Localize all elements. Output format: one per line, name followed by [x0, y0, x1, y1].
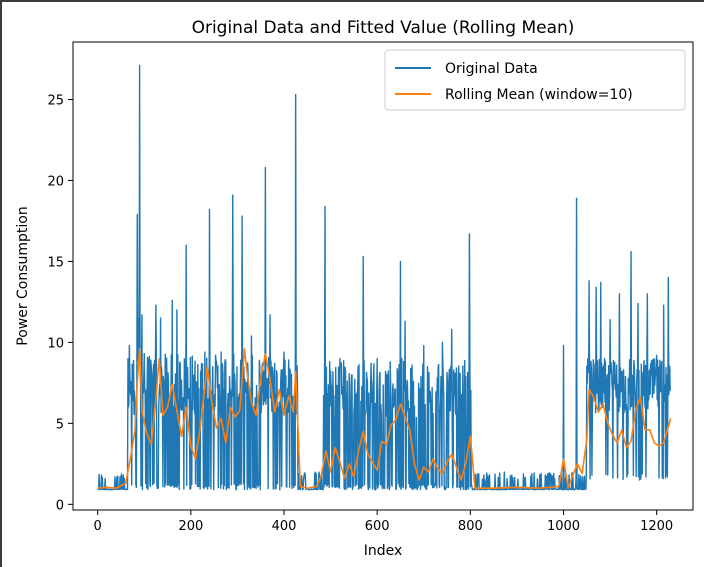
legend-label-original: Original Data: [445, 61, 538, 77]
x-tick-label: 0: [94, 519, 102, 534]
window-frame-top: [0, 0, 704, 2]
x-tick-label: 1200: [640, 519, 673, 534]
original-data-series: [97, 64, 671, 491]
y-axis-label: Power Consumption: [15, 206, 31, 346]
x-tick-label: 1000: [547, 519, 580, 534]
y-tick-label: 10: [47, 336, 64, 351]
rolling-mean-line: [97, 348, 672, 489]
rolling-mean-series: [97, 348, 672, 489]
x-axis: 0 200 400 600 800 1000 1200: [94, 510, 673, 534]
x-tick-label: 800: [458, 519, 483, 534]
y-tick-label: 20: [47, 174, 64, 189]
y-tick-label: 5: [56, 417, 64, 432]
x-tick-label: 600: [365, 519, 390, 534]
x-tick-label: 200: [178, 519, 203, 534]
y-axis: 0 5 10 15 20 25: [47, 93, 73, 513]
plot-area: [97, 64, 672, 491]
y-tick-label: 25: [47, 93, 64, 108]
original-data-line: [97, 64, 671, 491]
axes-frame: [72, 41, 694, 511]
y-tick-label: 15: [47, 255, 64, 270]
legend: Original Data Rolling Mean (window=10): [384, 49, 686, 111]
chart-title: Original Data and Fitted Value (Rolling …: [192, 18, 575, 38]
y-tick-label: 0: [56, 498, 64, 513]
legend-box: [384, 49, 686, 111]
x-axis-label: Index: [364, 543, 403, 559]
x-tick-label: 400: [272, 519, 297, 534]
window-frame-left: [0, 0, 2, 567]
legend-label-rolling: Rolling Mean (window=10): [445, 87, 633, 103]
